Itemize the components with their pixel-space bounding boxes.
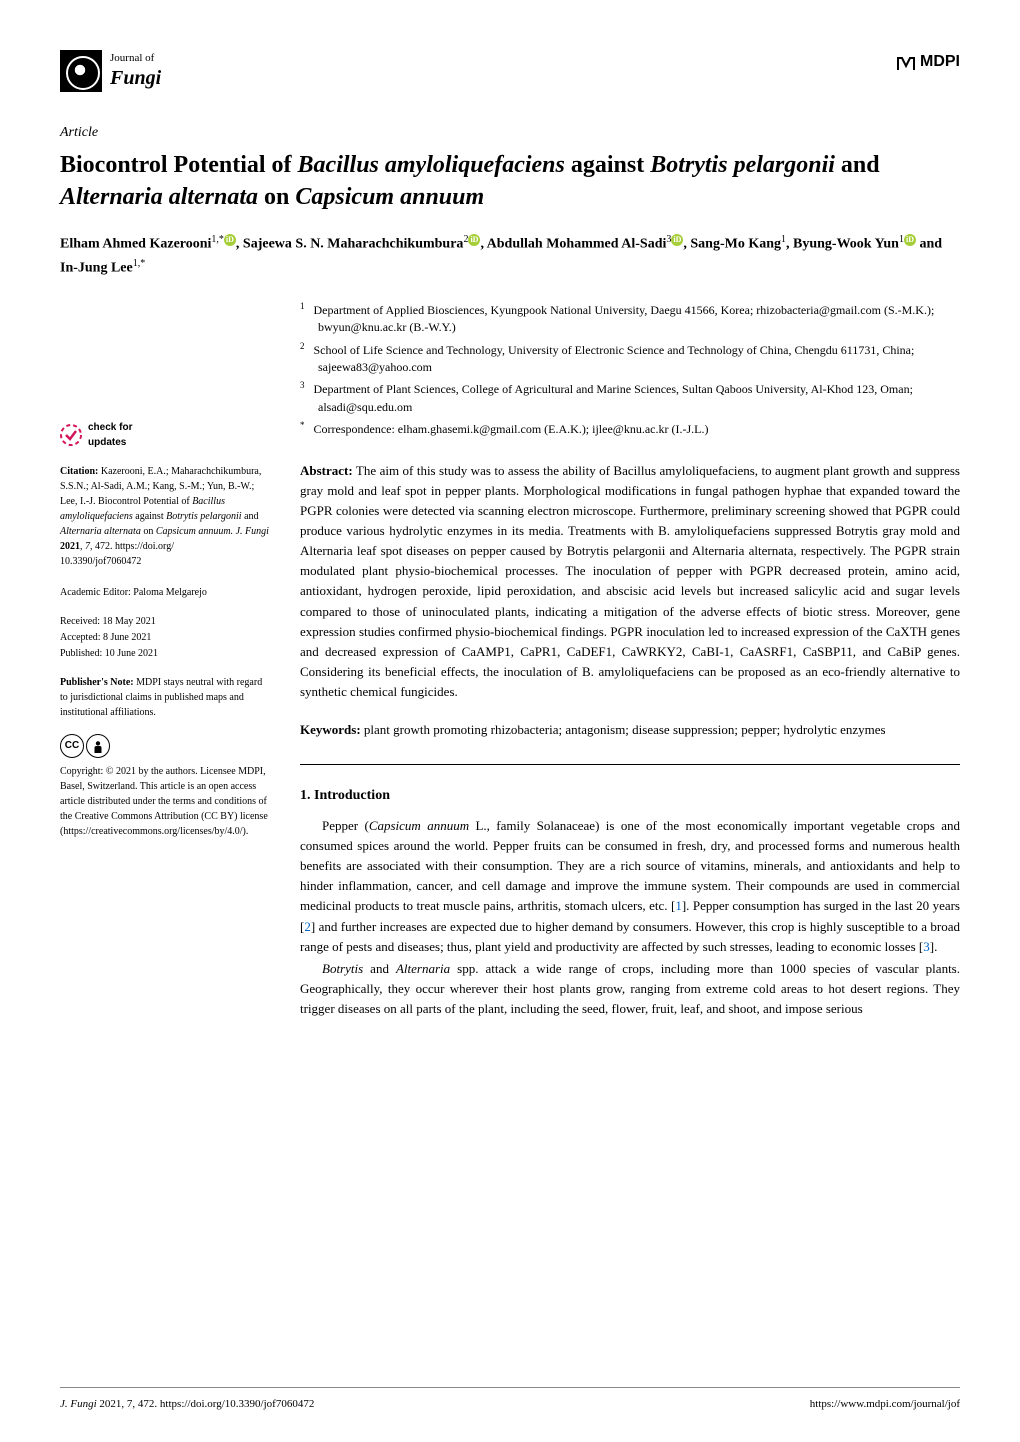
publisher-name: MDPI — [920, 50, 960, 74]
corr-text: Correspondence: elham.ghasemi.k@gmail.co… — [314, 422, 709, 436]
dates-block: Received: 18 May 2021 Accepted: 8 June 2… — [60, 614, 270, 661]
cc-icon: CC — [60, 734, 84, 758]
paragraph: Botrytis and Alternaria spp. attack a wi… — [300, 959, 960, 1019]
check-updates-badge[interactable]: check forupdates — [60, 420, 270, 450]
author: , Sajeewa S. N. Maharachchikumbura — [236, 236, 464, 251]
abstract-label: Abstract: — [300, 463, 353, 478]
species-name: Botrytis — [322, 961, 363, 976]
license-block: CC Copyright: © 2021 by the authors. Lic… — [60, 734, 270, 839]
sidebar: check forupdates Citation: Kazerooni, E.… — [60, 300, 270, 1021]
orcid-icon: iD — [224, 234, 236, 246]
affil-marker: 3 — [300, 380, 305, 390]
article-type: Article — [60, 122, 960, 143]
keywords-text: plant growth promoting rhizobacteria; an… — [361, 722, 886, 737]
title-species: Bacillus amyloliquefaciens — [298, 152, 565, 178]
title-species: Alternaria alternata — [60, 184, 258, 210]
citation-species: Botrytis pelargonii — [166, 511, 241, 522]
orcid-icon: iD — [904, 234, 916, 246]
body-text: Pepper (Capsicum annuum L., family Solan… — [300, 816, 960, 1019]
orcid-icon: iD — [468, 234, 480, 246]
title-species: Botrytis pelargonii — [650, 152, 835, 178]
footer-left: J. Fungi 2021, 7, 472. https://doi.org/1… — [60, 1396, 314, 1413]
title-text: Biocontrol Potential of — [60, 152, 298, 178]
footer-journal: J. Fungi — [60, 1398, 97, 1410]
title-text: and — [835, 152, 880, 178]
body-run: and — [363, 961, 396, 976]
body-run: ] and further increases are expected due… — [300, 919, 960, 954]
mdpi-icon — [896, 52, 916, 72]
date-received: Received: 18 May 2021 — [60, 614, 270, 629]
footer-right: https://www.mdpi.com/journal/jof — [810, 1396, 960, 1413]
author-affil: 1, — [211, 234, 219, 245]
publishers-note: Publisher's Note: MDPI stays neutral wit… — [60, 675, 270, 720]
title-text: against — [565, 152, 650, 178]
affil-marker: 1 — [300, 301, 305, 311]
citation-text: on — [141, 526, 156, 537]
citation-species: Alternaria alternata — [60, 526, 141, 537]
body-run: Pepper ( — [322, 818, 369, 833]
orcid-icon: iD — [671, 234, 683, 246]
author: , Abdullah Mohammed Al-Sadi — [480, 236, 666, 251]
citation-text: and — [242, 511, 259, 522]
author: , Byung-Wook Yun — [786, 236, 899, 251]
section-heading: 1. Introduction — [300, 785, 960, 806]
cc-icons: CC — [60, 734, 270, 758]
footer-citation: 2021, 7, 472. https://doi.org/10.3390/jo… — [97, 1398, 315, 1410]
citation-text: against — [133, 511, 166, 522]
author-corr: * — [140, 258, 145, 269]
author: Elham Ahmed Kazerooni — [60, 236, 211, 251]
date-published: Published: 10 June 2021 — [60, 646, 270, 661]
journal-name: Journal of Fungi — [110, 52, 161, 89]
affil-marker: 2 — [300, 341, 305, 351]
citation-label: Citation: — [60, 466, 98, 477]
affiliation-item: 2 School of Life Science and Technology,… — [300, 340, 960, 377]
check-updates-icon — [60, 424, 82, 446]
citation-block: Citation: Kazerooni, E.A.; Maharachchiku… — [60, 464, 270, 569]
journal-name-top: Journal of — [110, 52, 161, 65]
citation-journal: Capsicum annuum. J. Fungi — [156, 526, 269, 537]
body-run: ]. — [930, 939, 938, 954]
header: Journal of Fungi MDPI — [60, 50, 960, 92]
keywords-label: Keywords: — [300, 722, 361, 737]
paragraph: Pepper (Capsicum annuum L., family Solan… — [300, 816, 960, 957]
abstract-text: The aim of this study was to assess the … — [300, 463, 960, 700]
two-column-layout: check forupdates Citation: Kazerooni, E.… — [60, 300, 960, 1021]
species-name: Capsicum annuum — [369, 818, 469, 833]
abstract: Abstract: The aim of this study was to a… — [300, 461, 960, 703]
journal-url[interactable]: https://www.mdpi.com/journal/jof — [810, 1398, 960, 1410]
copyright-label: Copyright: — [60, 766, 103, 777]
corr-marker: * — [300, 420, 305, 430]
fungi-logo-icon — [60, 50, 102, 92]
editor-block: Academic Editor: Paloma Melgarejo — [60, 585, 270, 600]
species-name: Alternaria — [396, 961, 450, 976]
note-label: Publisher's Note: — [60, 677, 134, 688]
publisher-logo: MDPI — [896, 50, 960, 74]
article-title: Biocontrol Potential of Bacillus amyloli… — [60, 149, 960, 214]
journal-name-bottom: Fungi — [110, 66, 161, 90]
affil-text: Department of Plant Sciences, College of… — [314, 382, 913, 413]
affil-text: School of Life Science and Technology, U… — [314, 343, 915, 374]
affiliation-item: 1 Department of Applied Biosciences, Kyu… — [300, 300, 960, 337]
by-icon — [86, 734, 110, 758]
correspondence-item: * Correspondence: elham.ghasemi.k@gmail.… — [300, 419, 960, 438]
main-content: 1 Department of Applied Biosciences, Kyu… — [300, 300, 960, 1021]
title-species: Capsicum annuum — [295, 184, 484, 210]
affiliations: 1 Department of Applied Biosciences, Kyu… — [300, 300, 960, 439]
page: Journal of Fungi MDPI Article Biocontrol… — [0, 0, 1020, 1442]
keywords: Keywords: plant growth promoting rhizoba… — [300, 720, 960, 740]
page-footer: J. Fungi 2021, 7, 472. https://doi.org/1… — [60, 1387, 960, 1413]
author: , Sang-Mo Kang — [683, 236, 781, 251]
affil-text: Department of Applied Biosciences, Kyung… — [314, 303, 935, 334]
affiliation-item: 3 Department of Plant Sciences, College … — [300, 379, 960, 416]
title-text: on — [258, 184, 295, 210]
date-accepted: Accepted: 8 June 2021 — [60, 630, 270, 645]
check-updates-label: check forupdates — [88, 420, 132, 450]
authors-line: Elham Ahmed Kazerooni1,*iD, Sajeewa S. N… — [60, 232, 960, 280]
journal-logo: Journal of Fungi — [60, 50, 161, 92]
citation-text: 2021, 7, 472. https://doi.org/10.3390/jo… — [60, 541, 174, 567]
section-divider — [300, 764, 960, 765]
